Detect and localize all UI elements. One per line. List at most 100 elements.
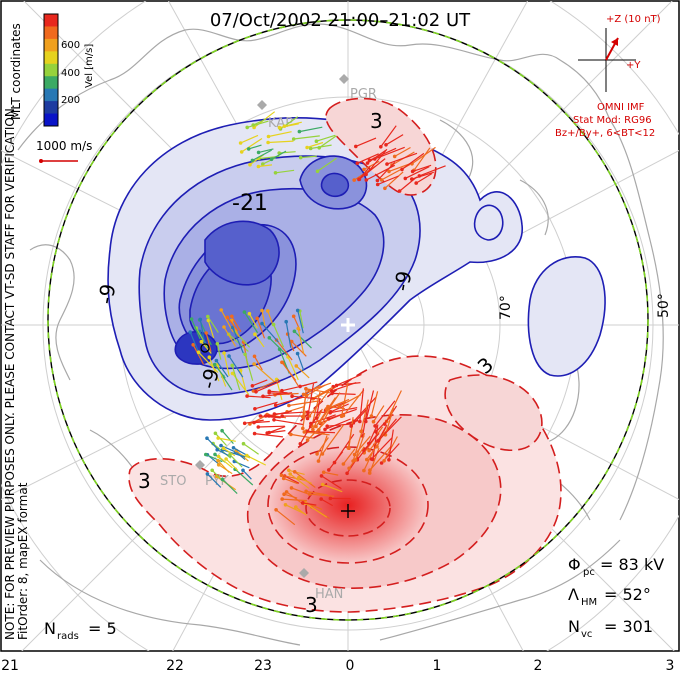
velocity-vector [218,437,236,442]
velocity-vector-origin [295,351,300,356]
velocity-vector-origin [292,329,297,334]
velocity-vector-origin [228,452,232,457]
velocity-vector-origin [265,431,270,435]
velocity-vector [214,432,227,446]
velocity-vector-origin [300,501,305,505]
velocity-vector-origin [387,458,391,462]
velocity-vector-origin [277,125,282,130]
velocity-vector-origin [295,308,300,313]
velocity-vector [214,364,226,379]
velocity-vector [258,425,285,428]
velocity-vector [248,144,262,150]
velocity-vector [329,407,358,414]
velocity-vector [199,319,206,345]
velocity-vector [254,333,265,348]
stat-nrads-symbol: N [44,619,56,638]
velocity-vector-origin [368,468,372,473]
velocity-vector [320,498,333,507]
velocity-vector-origin [369,414,374,418]
velocity-vector-origin [188,330,192,334]
velocity-vector [366,164,396,181]
velocity-vector [254,401,278,410]
velocity-vector-origin [315,169,320,174]
velocity-vector-origin [387,169,391,174]
stat-n-rads: N rads = 5 [44,619,117,642]
velocity-vector-origin [216,463,221,467]
velocity-vector [286,406,304,413]
velocity-vector [275,396,304,406]
colorbar-segment [44,26,58,40]
velocity-vector [353,396,377,422]
velocity-vector-origin [305,438,310,442]
velocity-vector [305,502,328,518]
velocity-vector [206,473,222,488]
contour-label-neg-2: -9 [93,282,120,306]
velocity-vector [394,146,411,157]
velocity-vector-origin [205,436,209,441]
velocity-vector [244,354,254,381]
velocity-vector [299,381,318,387]
velocity-vector [384,171,404,189]
velocity-vector-origin [371,419,376,424]
velocity-vector [370,391,379,417]
imf-z-label: +Z (10 nT) [606,14,661,25]
contour-label-pos-2: 3 [305,593,318,617]
colorbar-tick-600: 600 [61,40,80,51]
colorbar-segment [44,88,58,102]
velocity-vector-origin [220,477,225,482]
velocity-vector [248,313,258,329]
velocity-vector-origin [323,427,327,432]
velocity-vector [222,376,233,391]
velocity-vector [321,475,342,490]
velocity-vector-origin [271,322,276,327]
velocity-vector [249,154,264,166]
imf-vector-head [611,38,618,46]
velocity-vector-origin [308,146,313,151]
velocity-vectors [188,111,446,526]
velocity-vector [228,355,244,378]
velocity-vector-origin [288,472,293,476]
velocity-vector [332,392,356,395]
velocity-vector [309,493,335,497]
imf-panel: +Z (10 nT) +Y OMNI IMF Stat Mod: RG96 Bz… [555,14,661,139]
contour-label-neg-3: -9 [389,269,416,293]
velocity-vector-origin [273,171,278,175]
velocity-vector [386,152,418,165]
stat-nvc-value: = 301 [604,617,653,636]
colorbar-segment [44,63,58,77]
velocity-vector [265,415,282,418]
velocity-vector-origin [325,424,330,429]
velocity-vector [374,146,405,160]
velocity-vector-origin [255,316,259,321]
velocity-vector [359,158,386,180]
velocity-vector [307,430,336,434]
colorbar: 600 400 200 Vel [m/s] [43,13,95,127]
velocity-vector-origin [358,419,362,424]
velocity-vector-origin [196,350,201,355]
velocity-vector [273,324,285,348]
velocity-vector-origin [364,419,368,424]
velocity-vector [377,175,399,186]
velocity-vector [279,123,299,129]
velocity-vector [288,469,305,475]
velocity-vector [291,487,309,495]
velocity-vector-origin [316,459,321,463]
velocity-vector-origin [314,139,319,143]
velocity-vector [217,460,230,473]
scale-vector: 1000 m/s [36,139,92,163]
velocity-vector-origin [329,410,333,414]
velocity-vector [318,408,331,431]
velocity-vector [302,389,307,418]
velocity-vector-origin [297,475,301,480]
stat-lambda-sub: HM [581,597,597,608]
velocity-vector-origin [298,442,303,446]
velocity-vector [336,382,361,386]
velocity-vector [299,126,323,133]
velocity-vector [269,390,288,394]
velocity-vector [216,343,222,360]
velocity-vector [267,430,286,434]
stats: Φ pc = 83 kV Λ HM = 52° N vc = 301 N rad… [44,555,664,642]
velocity-vector [317,435,328,462]
velocity-vector-origin [227,354,231,358]
velocity-vector [234,468,254,486]
